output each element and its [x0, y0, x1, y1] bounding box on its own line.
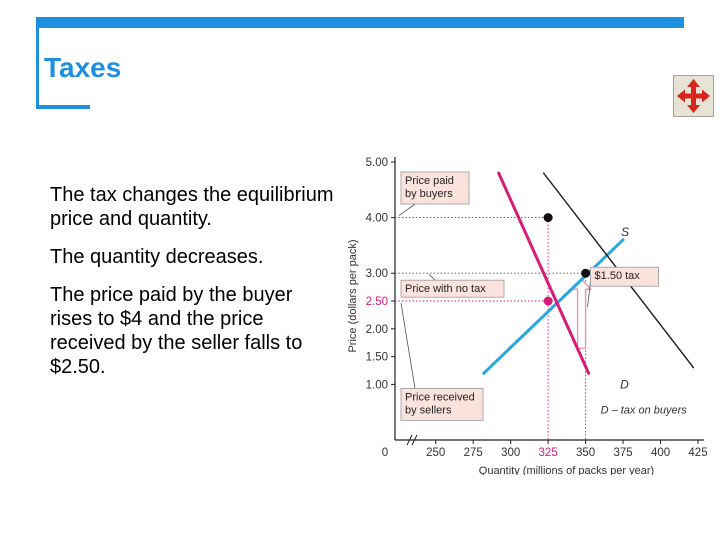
- x-tick-label: 300: [501, 447, 520, 459]
- y-tick-label: 3.00: [366, 268, 388, 280]
- x-tick-label: 400: [651, 447, 670, 459]
- annotation-price-with-no-tax-text: Price with no tax: [405, 283, 486, 295]
- equilibrium-point-buyer-price: [543, 213, 553, 223]
- annotation-tax-amount-leader: [587, 281, 591, 308]
- annotation-price-paid-by-buyers-box: [400, 171, 470, 205]
- demand-taxed-line: [497, 171, 591, 375]
- x-axis-title: Quantity (millions of packs per year): [479, 465, 654, 475]
- y-tick-label: 2.50: [366, 296, 388, 308]
- y-tick-label: 1.50: [366, 352, 388, 364]
- annotation-price-received-by-sellers-box: [400, 387, 484, 421]
- equilibrium-point-no-tax: [581, 268, 591, 278]
- x-origin-label: 0: [382, 447, 388, 459]
- y-tick-label: 1.00: [366, 379, 388, 391]
- y-tick-label: 2.00: [366, 324, 388, 336]
- x-tick-label: 250: [426, 447, 445, 459]
- demand-taxed-label: D – tax on buyers: [601, 404, 688, 416]
- annotation-tax-amount-text: $1.50 tax: [595, 270, 641, 282]
- x-tick-label: 275: [464, 447, 483, 459]
- annotation-price-received-by-sellers-text: Price received: [405, 391, 475, 403]
- equilibrium-point-seller-price: [543, 296, 553, 306]
- tax-equilibrium-chart: 1.00 1.50 2.00 2.50 3.00 4.00 5.00 0 250 275 300 32…: [347, 157, 708, 475]
- x-axis-break-mark: [406, 434, 413, 446]
- x-axis-break-mark: [411, 434, 418, 446]
- demand-label: D: [620, 377, 629, 391]
- x-tick-label: 350: [576, 447, 595, 459]
- four-way-arrows-icon: [677, 79, 710, 113]
- title-top-rule: [36, 17, 684, 28]
- y-tick-label: 4.00: [366, 213, 388, 225]
- annotation-price-with-no-tax-leader: [428, 273, 436, 281]
- annotation-price-with-no-tax-box: [400, 279, 505, 298]
- x-tick-label: 425: [688, 447, 707, 459]
- bullet-list: The tax changes the equilibrium price an…: [50, 183, 340, 393]
- y-axis-title: Price (dollars per pack): [347, 239, 359, 352]
- annotation-price-received-by-sellers-text: by sellers: [405, 404, 452, 416]
- title-left-rule: [36, 17, 39, 108]
- annotation-tax-amount-box: [590, 266, 659, 287]
- bullet-price-change: The price paid by the buyer rises to $4 …: [50, 284, 303, 378]
- x-tick-label: 375: [613, 447, 632, 459]
- annotation-price-paid-by-buyers-leader: [398, 203, 416, 216]
- annotation-price-paid-by-buyers-text: by buyers: [405, 188, 453, 200]
- title-underline: [36, 105, 90, 109]
- annotation-price-paid-by-buyers-text: Price paid: [405, 175, 454, 187]
- tax-arrow: [571, 278, 593, 349]
- supply-line: [482, 238, 625, 375]
- supply-label: S: [621, 225, 629, 239]
- annotation-price-received-by-sellers-leader: [400, 302, 416, 389]
- x-tick-label: 325: [539, 447, 558, 459]
- bullet-equilibrium-change: The tax changes the equilibrium price an…: [50, 184, 334, 230]
- bullet-quantity-decreases: The quantity decreases.: [50, 246, 264, 268]
- y-tick-label: 5.00: [366, 157, 388, 169]
- four-way-arrows-button[interactable]: [673, 75, 714, 117]
- slide-title: Taxes: [44, 52, 122, 83]
